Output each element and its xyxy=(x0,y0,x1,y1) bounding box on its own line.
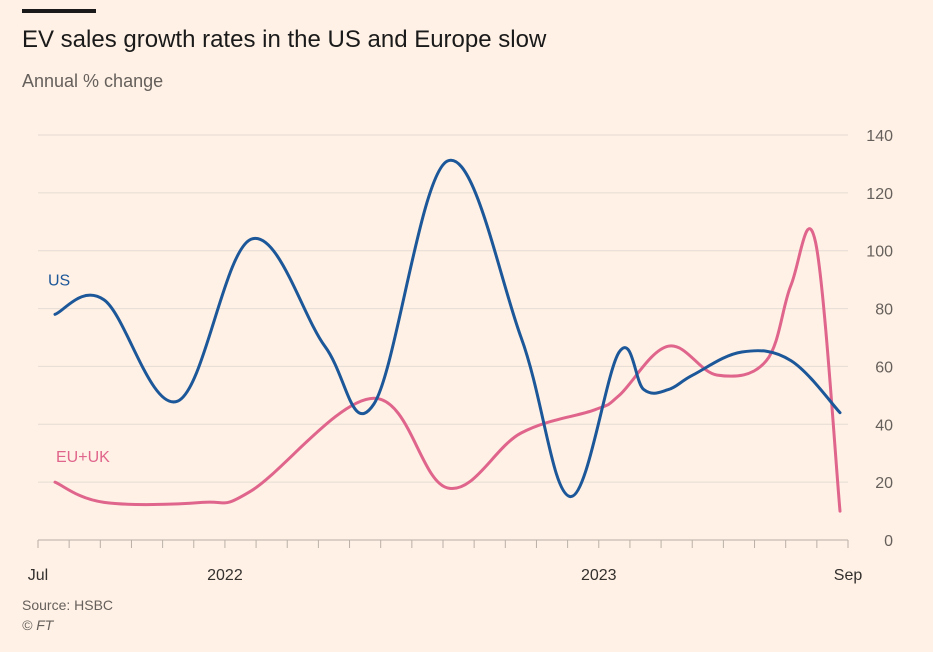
y-tick-label: 80 xyxy=(875,302,893,319)
series-label: EU+UK xyxy=(56,449,110,466)
header-accent-bar xyxy=(22,9,96,13)
x-axis: Jul 2022 2023 Sep xyxy=(28,540,863,584)
x-tick-label: 2023 xyxy=(581,567,617,584)
y-tick-label: 20 xyxy=(875,475,893,492)
y-tick-label: 120 xyxy=(866,186,893,203)
grid-lines xyxy=(38,134,848,541)
x-tick-label: Jul xyxy=(28,567,48,584)
y-tick-label: 60 xyxy=(875,359,893,376)
chart-title: EV sales growth rates in the US and Euro… xyxy=(22,26,547,53)
series-labels: EU+UK US xyxy=(48,272,110,465)
series-line-eu-uk xyxy=(53,227,842,513)
series-lines xyxy=(53,158,842,513)
copyright-note: © FT xyxy=(22,617,54,633)
y-tick-label: 100 xyxy=(866,244,893,261)
series-label: US xyxy=(48,272,70,289)
y-tick-label: 0 xyxy=(884,533,893,550)
y-tick-label: 40 xyxy=(875,417,893,434)
line-chart: 0 20 40 60 80 100 120 140 Jul 2022 2023 Sep EU+UK U… xyxy=(28,128,893,584)
x-tick-label: 2022 xyxy=(207,567,243,584)
x-tick-label: Sep xyxy=(834,567,863,584)
chart-subtitle: Annual % change xyxy=(22,71,164,91)
series-line-us xyxy=(53,158,842,499)
y-axis-ticks: 0 20 40 60 80 100 120 140 xyxy=(866,128,893,550)
y-tick-label: 140 xyxy=(866,128,893,145)
source-note: Source: HSBC xyxy=(22,597,114,613)
